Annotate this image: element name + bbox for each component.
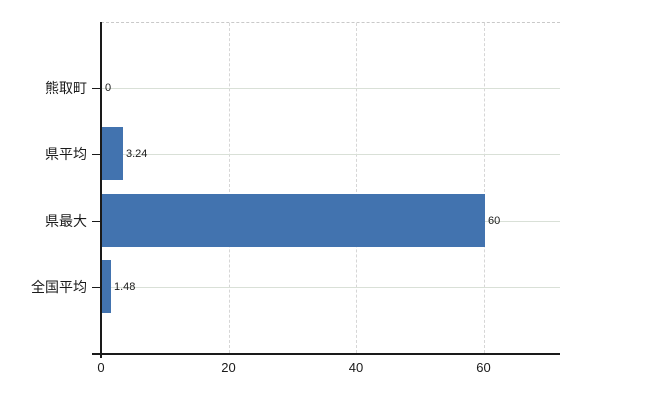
x-tick-label: 40 xyxy=(348,360,364,375)
plot-top-border xyxy=(101,22,560,23)
x-gridline xyxy=(228,23,230,353)
bar xyxy=(102,260,111,313)
value-label: 3.24 xyxy=(126,148,148,160)
y-gridline xyxy=(102,88,560,89)
bar xyxy=(102,194,485,247)
bar xyxy=(102,127,123,180)
y-tick-mark xyxy=(92,88,101,89)
category-label: 県平均 xyxy=(45,146,87,162)
x-tick-label: 60 xyxy=(476,360,491,375)
x-axis xyxy=(92,353,560,355)
category-label: 熊取町 xyxy=(45,80,87,96)
value-label: 60 xyxy=(488,215,501,227)
value-label: 1.48 xyxy=(114,281,136,293)
y-axis xyxy=(100,22,102,358)
x-tick-label: 0 xyxy=(97,360,105,375)
y-gridline xyxy=(102,287,560,288)
x-tick-label: 20 xyxy=(221,360,236,375)
y-gridline xyxy=(102,154,560,155)
value-label: 0 xyxy=(105,82,112,94)
y-tick-mark xyxy=(92,154,101,155)
x-gridline xyxy=(356,23,357,353)
category-label: 全国平均 xyxy=(31,279,87,295)
x-gridline xyxy=(483,23,485,353)
y-tick-mark xyxy=(92,221,101,222)
y-tick-mark xyxy=(92,287,101,288)
category-label: 県最大 xyxy=(45,213,87,229)
